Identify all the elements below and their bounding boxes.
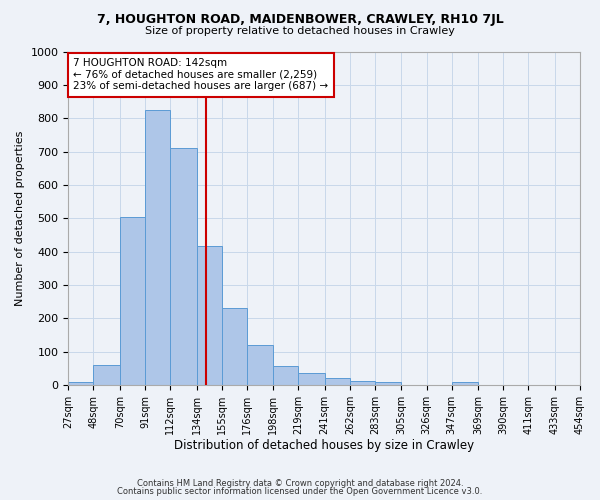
- Bar: [221, 308, 247, 385]
- Bar: [94, 365, 120, 385]
- Bar: [247, 345, 273, 385]
- Bar: [197, 246, 221, 385]
- Text: Contains HM Land Registry data © Crown copyright and database right 2024.: Contains HM Land Registry data © Crown c…: [137, 478, 463, 488]
- Y-axis label: Number of detached properties: Number of detached properties: [15, 130, 25, 306]
- Bar: [375, 382, 401, 385]
- Bar: [120, 216, 145, 385]
- Bar: [298, 372, 325, 385]
- Text: 7, HOUGHTON ROAD, MAIDENBOWER, CRAWLEY, RH10 7JL: 7, HOUGHTON ROAD, MAIDENBOWER, CRAWLEY, …: [97, 12, 503, 26]
- Bar: [350, 381, 375, 385]
- X-axis label: Distribution of detached houses by size in Crawley: Distribution of detached houses by size …: [174, 440, 474, 452]
- Bar: [273, 366, 298, 385]
- Text: Contains public sector information licensed under the Open Government Licence v3: Contains public sector information licen…: [118, 487, 482, 496]
- Bar: [145, 110, 170, 385]
- Bar: [452, 382, 478, 385]
- Text: Size of property relative to detached houses in Crawley: Size of property relative to detached ho…: [145, 26, 455, 36]
- Bar: [68, 382, 94, 385]
- Bar: [325, 378, 350, 385]
- Text: 7 HOUGHTON ROAD: 142sqm
← 76% of detached houses are smaller (2,259)
23% of semi: 7 HOUGHTON ROAD: 142sqm ← 76% of detache…: [73, 58, 329, 92]
- Bar: [170, 148, 197, 385]
